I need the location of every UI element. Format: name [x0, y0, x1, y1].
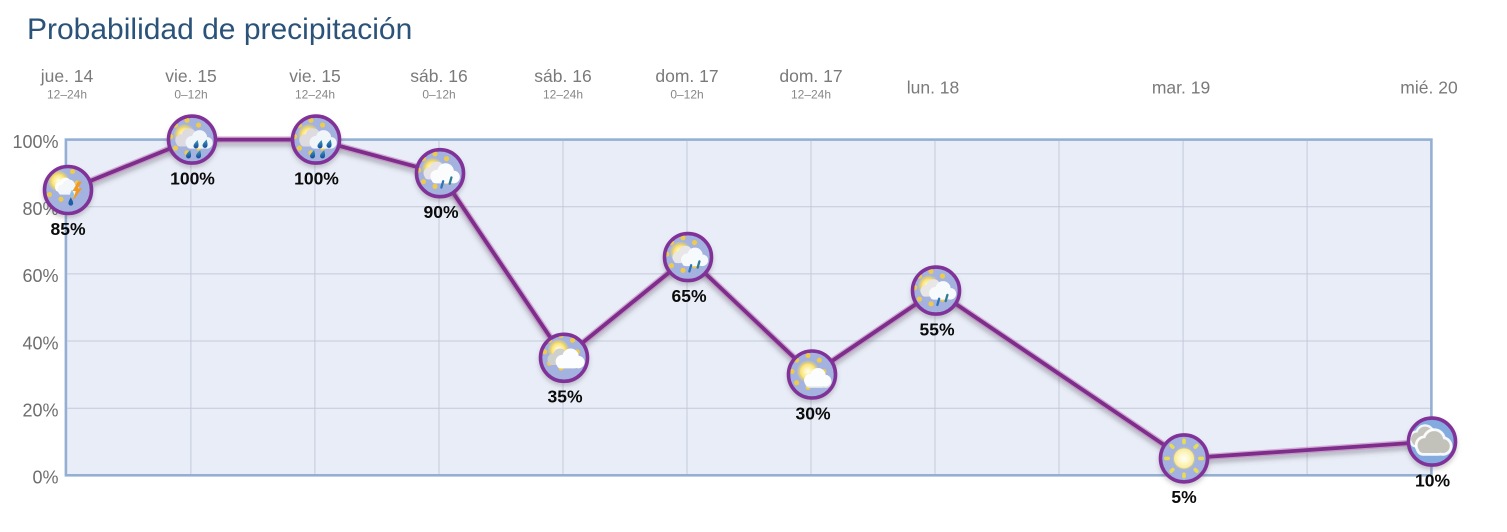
- svg-text:dom. 17: dom. 17: [779, 66, 842, 86]
- svg-text:Probabilidad de precipitación: Probabilidad de precipitación: [27, 13, 412, 46]
- svg-text:65%: 65%: [671, 286, 706, 306]
- svg-text:100%: 100%: [294, 169, 339, 189]
- svg-text:12–24h: 12–24h: [295, 88, 335, 102]
- svg-text:0–12h: 0–12h: [670, 88, 703, 102]
- svg-text:100%: 100%: [12, 132, 58, 152]
- svg-text:vie. 15: vie. 15: [289, 66, 341, 86]
- svg-text:jue. 14: jue. 14: [40, 66, 94, 86]
- svg-text:vie. 15: vie. 15: [165, 66, 217, 86]
- svg-text:0–12h: 0–12h: [174, 88, 207, 102]
- svg-text:0–12h: 0–12h: [422, 88, 455, 102]
- svg-text:mié. 20: mié. 20: [1400, 78, 1458, 98]
- svg-text:5%: 5%: [1171, 487, 1197, 507]
- svg-text:20%: 20%: [22, 400, 58, 420]
- svg-text:85%: 85%: [50, 219, 85, 239]
- svg-text:100%: 100%: [170, 169, 215, 189]
- svg-text:mar. 19: mar. 19: [1152, 78, 1210, 98]
- svg-text:12–24h: 12–24h: [543, 88, 583, 102]
- svg-text:10%: 10%: [1415, 470, 1450, 490]
- svg-text:35%: 35%: [547, 387, 582, 407]
- svg-text:55%: 55%: [919, 319, 954, 339]
- svg-text:lun. 18: lun. 18: [907, 78, 960, 98]
- svg-text:dom. 17: dom. 17: [655, 66, 718, 86]
- svg-text:sáb. 16: sáb. 16: [410, 66, 467, 86]
- svg-text:30%: 30%: [795, 403, 830, 423]
- svg-text:sáb. 16: sáb. 16: [534, 66, 591, 86]
- svg-text:12–24h: 12–24h: [791, 88, 831, 102]
- svg-text:60%: 60%: [22, 266, 58, 286]
- svg-text:12–24h: 12–24h: [47, 88, 87, 102]
- svg-text:90%: 90%: [423, 202, 458, 222]
- svg-text:0%: 0%: [32, 468, 58, 488]
- svg-text:40%: 40%: [22, 333, 58, 353]
